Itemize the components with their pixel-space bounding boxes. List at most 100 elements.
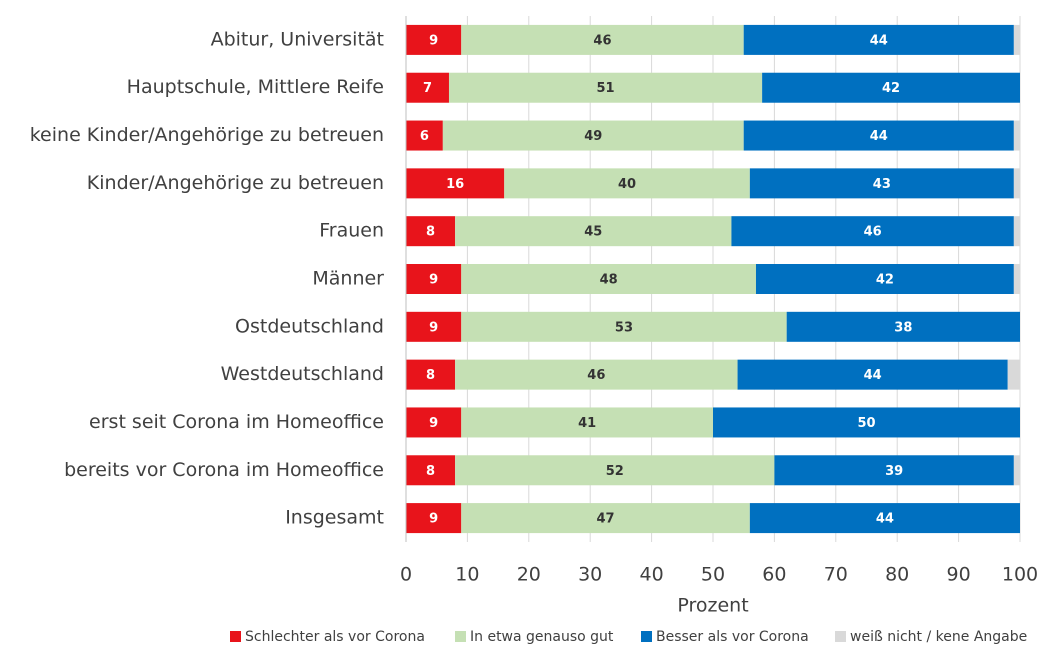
data-label: 51 xyxy=(597,81,615,96)
y-tick-label: Ostdeutschland xyxy=(235,315,384,337)
bar-segment xyxy=(1013,168,1020,199)
data-label: 48 xyxy=(600,273,618,288)
x-tick-label: 0 xyxy=(400,564,412,586)
data-label: 41 xyxy=(578,416,596,431)
bar-segment xyxy=(743,24,1014,55)
y-tick-label: Hauptschule, Mittlere Reife xyxy=(127,76,384,98)
bar-segment xyxy=(442,120,744,151)
bar-segment xyxy=(774,455,1014,486)
data-label: 9 xyxy=(429,416,438,431)
y-tick-label: Westdeutschland xyxy=(221,363,384,385)
bar-segment xyxy=(1013,24,1020,55)
y-tick-label: Kinder/Angehörige zu betreuen xyxy=(87,172,384,194)
data-label: 9 xyxy=(429,273,438,288)
data-label: 9 xyxy=(429,512,438,527)
y-tick-label: bereits vor Corona im Homeoffice xyxy=(64,459,384,481)
bar-segment xyxy=(1013,264,1020,294)
data-label: 46 xyxy=(864,225,882,240)
x-tick-label: 30 xyxy=(578,564,602,586)
y-tick-label: erst seit Corona im Homeoffice xyxy=(89,411,384,433)
bar-segment xyxy=(461,407,713,438)
bar-segment xyxy=(406,359,456,390)
bar-segment xyxy=(406,311,462,342)
bar-segment xyxy=(406,264,462,294)
bar-segment xyxy=(1013,455,1020,486)
data-label: 45 xyxy=(584,225,602,240)
bar-segment xyxy=(406,120,443,151)
bar-segment xyxy=(406,503,462,534)
legend-swatch xyxy=(230,631,241,642)
x-tick-label: 60 xyxy=(762,564,786,586)
legend-swatch xyxy=(455,631,466,642)
bar-segment xyxy=(406,216,456,247)
x-tick-label: 40 xyxy=(640,564,664,586)
data-label: 9 xyxy=(429,33,438,48)
x-tick-label: 70 xyxy=(824,564,848,586)
bar-segment xyxy=(461,311,787,342)
bar-segment xyxy=(406,72,449,103)
legend-label: weiß nicht / kene Angabe xyxy=(850,629,1027,645)
data-label: 50 xyxy=(857,416,875,431)
legend-label: Besser als vor Corona xyxy=(656,629,809,645)
data-label: 8 xyxy=(426,225,435,240)
legend-label: Schlechter als vor Corona xyxy=(245,629,425,645)
bar-segment xyxy=(455,216,732,247)
data-label: 44 xyxy=(870,129,888,144)
y-tick-label: keine Kinder/Angehörige zu betreuen xyxy=(30,124,384,146)
data-label: 42 xyxy=(876,273,894,288)
x-tick-label: 50 xyxy=(701,564,725,586)
data-label: 6 xyxy=(420,129,429,144)
y-tick-label: Abitur, Universität xyxy=(211,28,384,50)
bar-segment xyxy=(762,72,1020,103)
data-label: 44 xyxy=(864,368,882,383)
y-tick-label: Männer xyxy=(312,268,384,290)
y-tick-label: Frauen xyxy=(319,220,384,242)
bar-segment xyxy=(455,359,738,390)
bar-segment xyxy=(406,168,505,199)
bar-segment xyxy=(749,168,1014,199)
bar-segment xyxy=(786,311,1020,342)
data-label: 43 xyxy=(873,177,891,192)
x-tick-label: 90 xyxy=(947,564,971,586)
data-label: 16 xyxy=(446,177,464,192)
bar-segment xyxy=(743,120,1014,151)
x-tick-label: 10 xyxy=(455,564,479,586)
data-label: 9 xyxy=(429,320,438,335)
bar-segment xyxy=(461,264,756,294)
bar-segment xyxy=(755,264,1014,294)
x-axis-label: Prozent xyxy=(677,595,748,617)
data-label: 46 xyxy=(593,33,611,48)
bar-segment xyxy=(737,359,1008,390)
data-label: 42 xyxy=(882,81,900,96)
legend-label: In etwa genauso gut xyxy=(470,629,614,645)
bar-segment xyxy=(406,455,456,486)
x-tick-label: 100 xyxy=(1002,564,1038,586)
x-tick-label: 80 xyxy=(885,564,909,586)
bar-segment xyxy=(713,407,1020,438)
bar-segment xyxy=(504,168,750,199)
data-label: 49 xyxy=(584,129,602,144)
bar-segment xyxy=(406,24,462,55)
data-label: 7 xyxy=(423,81,432,96)
legend-swatch xyxy=(641,631,652,642)
bar-segment xyxy=(455,455,775,486)
legend-swatch xyxy=(835,631,846,642)
y-tick-label: Insgesamt xyxy=(285,507,384,529)
data-label: 47 xyxy=(597,512,615,527)
bar-segment xyxy=(1013,216,1020,247)
data-label: 44 xyxy=(876,512,894,527)
data-label: 44 xyxy=(870,33,888,48)
bar-segment xyxy=(1013,120,1020,151)
data-label: 8 xyxy=(426,368,435,383)
data-label: 38 xyxy=(894,320,912,335)
bar-segment xyxy=(461,24,744,55)
bar-segment xyxy=(461,503,750,534)
x-tick-label: 20 xyxy=(517,564,541,586)
bar-segment xyxy=(1007,359,1020,390)
data-label: 46 xyxy=(587,368,605,383)
data-label: 53 xyxy=(615,320,633,335)
bar-segment xyxy=(749,503,1020,534)
bar-segment xyxy=(448,72,763,103)
data-label: 52 xyxy=(606,464,624,479)
